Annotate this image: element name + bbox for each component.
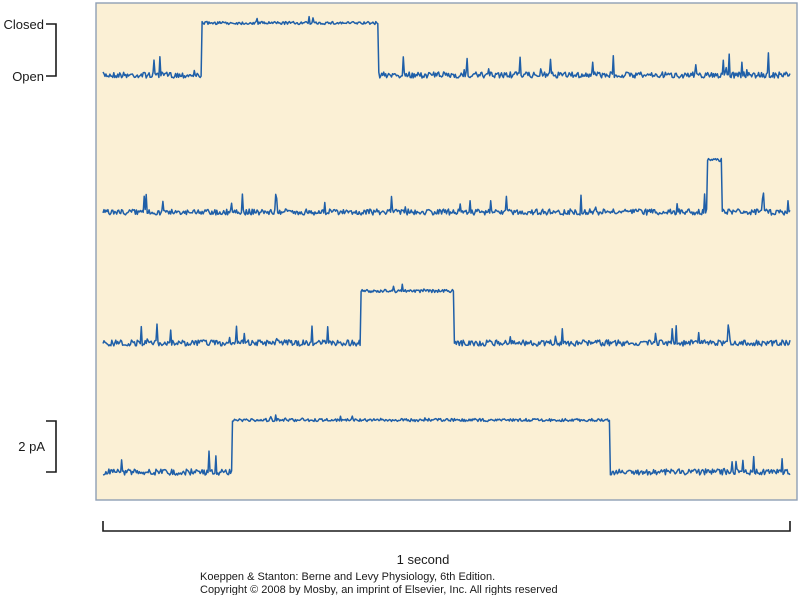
- current-scale-bar: [46, 420, 57, 473]
- open-state-label: Open: [12, 69, 44, 84]
- closed-state-label: Closed: [4, 17, 44, 32]
- credit-line-2: Copyright © 2008 by Mosby, an imprint of…: [200, 584, 558, 595]
- time-scale-bar: [102, 521, 791, 532]
- credit-line-1: Koeppen & Stanton: Berne and Levy Physio…: [200, 571, 495, 583]
- state-bracket: [46, 23, 57, 77]
- plot-panel: [95, 2, 798, 501]
- current-trace-2: [102, 157, 791, 216]
- current-traces: [102, 15, 791, 476]
- current-trace-4: [102, 414, 791, 476]
- current-trace-1: [102, 15, 791, 79]
- current-trace-3: [102, 283, 791, 347]
- time-scale-label: 1 second: [397, 552, 450, 567]
- current-scale-label: 2 pA: [18, 439, 45, 454]
